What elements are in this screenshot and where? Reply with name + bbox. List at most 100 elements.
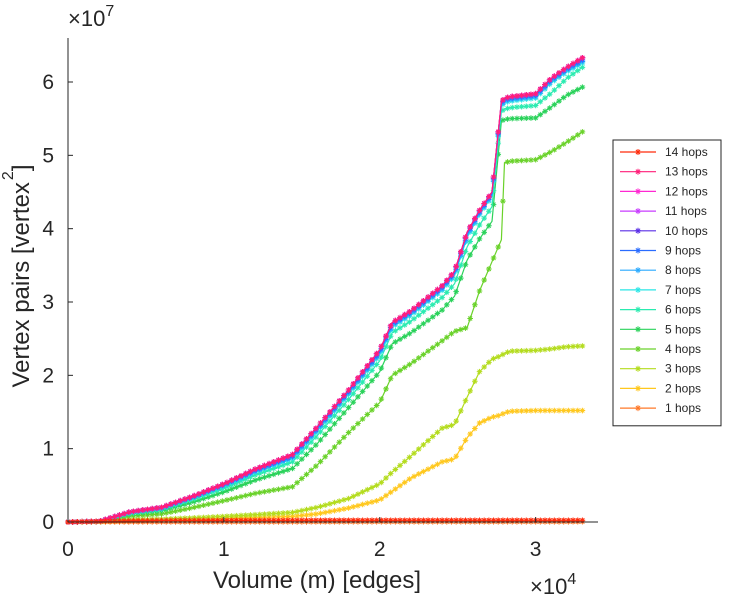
series-marker <box>266 488 272 494</box>
series-line <box>68 63 582 522</box>
series-marker <box>388 323 394 329</box>
x-tick-label: 3 <box>530 538 542 561</box>
series-marker <box>332 421 338 427</box>
series-marker <box>449 272 455 278</box>
series-marker <box>467 388 473 394</box>
series-marker <box>481 201 487 207</box>
series-marker <box>566 138 572 144</box>
legend-label: 1 hops <box>665 401 701 415</box>
x-tick-label: 1 <box>218 538 230 561</box>
series-4-hops <box>65 129 585 525</box>
series-marker <box>224 497 230 503</box>
legend-label: 14 hops <box>665 145 708 159</box>
series-marker <box>533 91 539 97</box>
series-marker <box>299 441 305 447</box>
series-line <box>68 58 582 522</box>
series-marker <box>397 463 403 469</box>
series-marker <box>350 504 356 510</box>
series-marker <box>458 408 464 414</box>
series-marker <box>304 507 310 513</box>
y-tick-label: 3 <box>42 291 54 314</box>
series-marker <box>271 487 277 493</box>
series-marker <box>248 492 254 498</box>
series-marker <box>444 334 450 340</box>
series-marker <box>215 499 221 505</box>
series-line <box>68 58 582 522</box>
series-marker <box>505 159 511 165</box>
series-marker <box>327 501 333 507</box>
legend-marker <box>635 307 641 313</box>
series-marker <box>276 486 282 492</box>
series-marker <box>304 472 310 478</box>
series-marker <box>131 508 137 514</box>
series-marker <box>570 61 576 67</box>
legend-label: 9 hops <box>665 244 701 258</box>
series-marker <box>322 432 328 438</box>
legend-marker <box>635 149 641 155</box>
legend-label: 5 hops <box>665 322 701 336</box>
series-marker <box>486 266 492 272</box>
legend-label: 4 hops <box>665 342 701 356</box>
series-marker <box>407 309 413 315</box>
series-marker <box>533 103 539 109</box>
series-marker <box>467 316 473 322</box>
series-marker <box>467 431 473 437</box>
series-marker <box>444 302 450 308</box>
series-marker <box>369 499 375 505</box>
series-marker <box>341 410 347 416</box>
series-marker <box>187 506 193 512</box>
legend-label: 11 hops <box>665 204 707 218</box>
series-marker <box>346 430 352 436</box>
series-marker <box>439 459 445 465</box>
series-marker <box>547 346 553 352</box>
series-marker <box>449 331 455 337</box>
series-marker <box>257 490 263 496</box>
series-marker <box>313 511 319 517</box>
series-marker <box>355 394 361 400</box>
series-marker <box>435 311 441 317</box>
series-marker <box>439 425 445 431</box>
series-marker <box>383 475 389 481</box>
legend-label: 2 hops <box>665 381 701 395</box>
series-marker <box>285 485 291 491</box>
series-marker <box>580 408 586 414</box>
series-marker <box>528 91 534 97</box>
series-marker <box>154 505 160 511</box>
legend-marker <box>635 346 641 352</box>
series-marker <box>252 491 258 497</box>
legend-label: 13 hops <box>665 165 708 179</box>
series-marker <box>402 459 408 465</box>
series-marker <box>453 453 459 459</box>
legend-marker <box>635 287 641 293</box>
legend-label: 8 hops <box>665 263 701 277</box>
series-marker <box>556 98 562 104</box>
series-marker <box>486 194 492 200</box>
series-marker <box>402 334 408 340</box>
series-marker <box>458 446 464 452</box>
series-marker <box>379 396 385 402</box>
series-marker <box>472 378 478 384</box>
series-marker <box>383 386 389 392</box>
series-marker <box>566 74 572 80</box>
series-marker <box>299 476 305 482</box>
series-marker <box>402 312 408 318</box>
series-marker <box>397 368 403 374</box>
series-marker <box>341 435 347 441</box>
series-marker <box>453 418 459 424</box>
legend-label: 10 hops <box>665 224 708 238</box>
y-tick-label: 5 <box>42 144 54 167</box>
series-marker <box>220 498 226 504</box>
series-marker <box>318 437 324 443</box>
series-marker <box>341 506 347 512</box>
series-marker <box>580 343 586 349</box>
series-marker <box>346 505 352 511</box>
series-marker <box>393 339 399 345</box>
series-marker <box>453 328 459 334</box>
legend-marker <box>635 405 641 411</box>
series-marker <box>290 484 296 490</box>
series-marker <box>205 501 211 507</box>
series-marker <box>458 327 464 333</box>
